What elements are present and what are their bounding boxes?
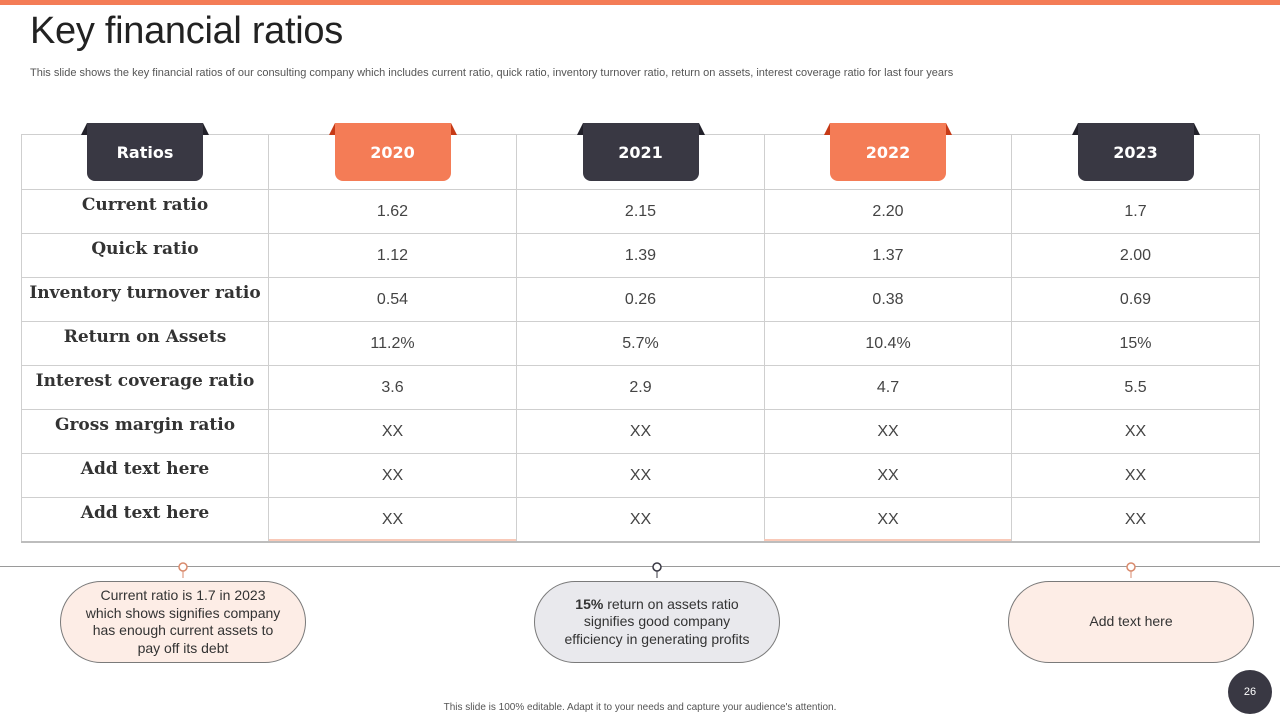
header-cell-2023: 2023 bbox=[1011, 123, 1260, 190]
row-label: Add text here bbox=[21, 453, 269, 498]
pin-icon bbox=[652, 562, 662, 578]
table-header-row: Ratios 2020 2021 2022 2023 bbox=[21, 123, 1260, 190]
header-tab-ratios: Ratios bbox=[81, 123, 209, 181]
header-tab-2022: 2022 bbox=[824, 123, 952, 181]
callout-placeholder: Add text here bbox=[1008, 581, 1254, 663]
ratios-table: Ratios 2020 2021 2022 2023 Current ratio… bbox=[21, 123, 1260, 543]
callout-text-wrapper: 15% return on assets ratio signifies goo… bbox=[557, 596, 757, 649]
table-cell: 0.38 bbox=[764, 277, 1012, 322]
table-cell: XX bbox=[764, 453, 1012, 498]
table-row: Inventory turnover ratio 0.54 0.26 0.38 … bbox=[21, 277, 1260, 322]
callout-return-on-assets: 15% return on assets ratio signifies goo… bbox=[534, 581, 780, 663]
table-cell: XX bbox=[268, 409, 517, 454]
row-label: Add text here bbox=[21, 497, 269, 543]
table-cell: 2.00 bbox=[1011, 233, 1260, 278]
footer-note: This slide is 100% editable. Adapt it to… bbox=[443, 702, 837, 713]
header-tab-2023: 2023 bbox=[1071, 123, 1200, 181]
timeline-line bbox=[0, 566, 1280, 567]
header-cell-2022: 2022 bbox=[764, 123, 1012, 190]
callout-current-ratio: Current ratio is 1.7 in 2023 which shows… bbox=[60, 581, 306, 663]
row-label: Interest coverage ratio bbox=[21, 365, 269, 410]
table-cell: 2.9 bbox=[516, 365, 765, 410]
table-cell: XX bbox=[516, 497, 765, 543]
callout-text: Add text here bbox=[1089, 613, 1173, 630]
callout-highlight: 15% bbox=[575, 595, 604, 612]
table-cell: 3.6 bbox=[268, 365, 517, 410]
slide-subtitle: This slide shows the key financial ratio… bbox=[30, 67, 954, 79]
table-cell: XX bbox=[268, 497, 517, 543]
pin-icon bbox=[1126, 562, 1136, 578]
table-row: Return on Assets 11.2% 5.7% 10.4% 15% bbox=[21, 321, 1260, 366]
column-accent-2020 bbox=[269, 539, 516, 541]
row-label: Quick ratio bbox=[21, 233, 269, 278]
header-tab-2021: 2021 bbox=[576, 123, 705, 181]
header-cell-2021: 2021 bbox=[516, 123, 765, 190]
table-cell: XX bbox=[268, 453, 517, 498]
callout-text: return on assets ratio signifies good co… bbox=[564, 595, 750, 647]
header-cell-ratios: Ratios bbox=[21, 123, 269, 190]
row-label: Inventory turnover ratio bbox=[21, 277, 269, 322]
row-label: Current ratio bbox=[21, 189, 269, 234]
table-cell: XX bbox=[764, 409, 1012, 454]
row-label: Gross margin ratio bbox=[21, 409, 269, 454]
pin-icon bbox=[178, 562, 188, 578]
table-cell: 4.7 bbox=[764, 365, 1012, 410]
table-row: Add text here XX XX XX XX bbox=[21, 453, 1260, 498]
table-cell: 1.7 bbox=[1011, 189, 1260, 234]
table-row: Current ratio 1.62 2.15 2.20 1.7 bbox=[21, 189, 1260, 234]
column-accent-2022 bbox=[764, 539, 1011, 541]
slide-title: Key financial ratios bbox=[30, 10, 343, 52]
table-cell: 1.12 bbox=[268, 233, 517, 278]
table-row: Add text here XX XX XX XX bbox=[21, 497, 1260, 543]
table-cell: XX bbox=[516, 409, 765, 454]
table-cell: 15% bbox=[1011, 321, 1260, 366]
table-cell: 11.2% bbox=[268, 321, 517, 366]
table-cell: 2.15 bbox=[516, 189, 765, 234]
table-cell: 1.39 bbox=[516, 233, 765, 278]
table-cell: XX bbox=[1011, 453, 1260, 498]
table-cell: 0.69 bbox=[1011, 277, 1260, 322]
table-cell: 0.54 bbox=[268, 277, 517, 322]
table-cell: 1.62 bbox=[268, 189, 517, 234]
table-cell: 1.37 bbox=[764, 233, 1012, 278]
table-cell: XX bbox=[764, 497, 1012, 543]
top-accent-bar bbox=[0, 0, 1280, 5]
table-row: Quick ratio 1.12 1.39 1.37 2.00 bbox=[21, 233, 1260, 278]
table-cell: XX bbox=[1011, 409, 1260, 454]
table-cell: XX bbox=[1011, 497, 1260, 543]
callout-text: Current ratio is 1.7 in 2023 which shows… bbox=[85, 587, 281, 656]
header-tab-2020: 2020 bbox=[328, 123, 457, 181]
table-cell: 10.4% bbox=[764, 321, 1012, 366]
table-cell: 2.20 bbox=[764, 189, 1012, 234]
table-cell: 5.5 bbox=[1011, 365, 1260, 410]
header-cell-2020: 2020 bbox=[268, 123, 517, 190]
table-cell: 5.7% bbox=[516, 321, 765, 366]
row-label: Return on Assets bbox=[21, 321, 269, 366]
table-row: Gross margin ratio XX XX XX XX bbox=[21, 409, 1260, 454]
page-number-badge: 26 bbox=[1228, 670, 1272, 714]
table-row: Interest coverage ratio 3.6 2.9 4.7 5.5 bbox=[21, 365, 1260, 410]
table-cell: XX bbox=[516, 453, 765, 498]
table-cell: 0.26 bbox=[516, 277, 765, 322]
